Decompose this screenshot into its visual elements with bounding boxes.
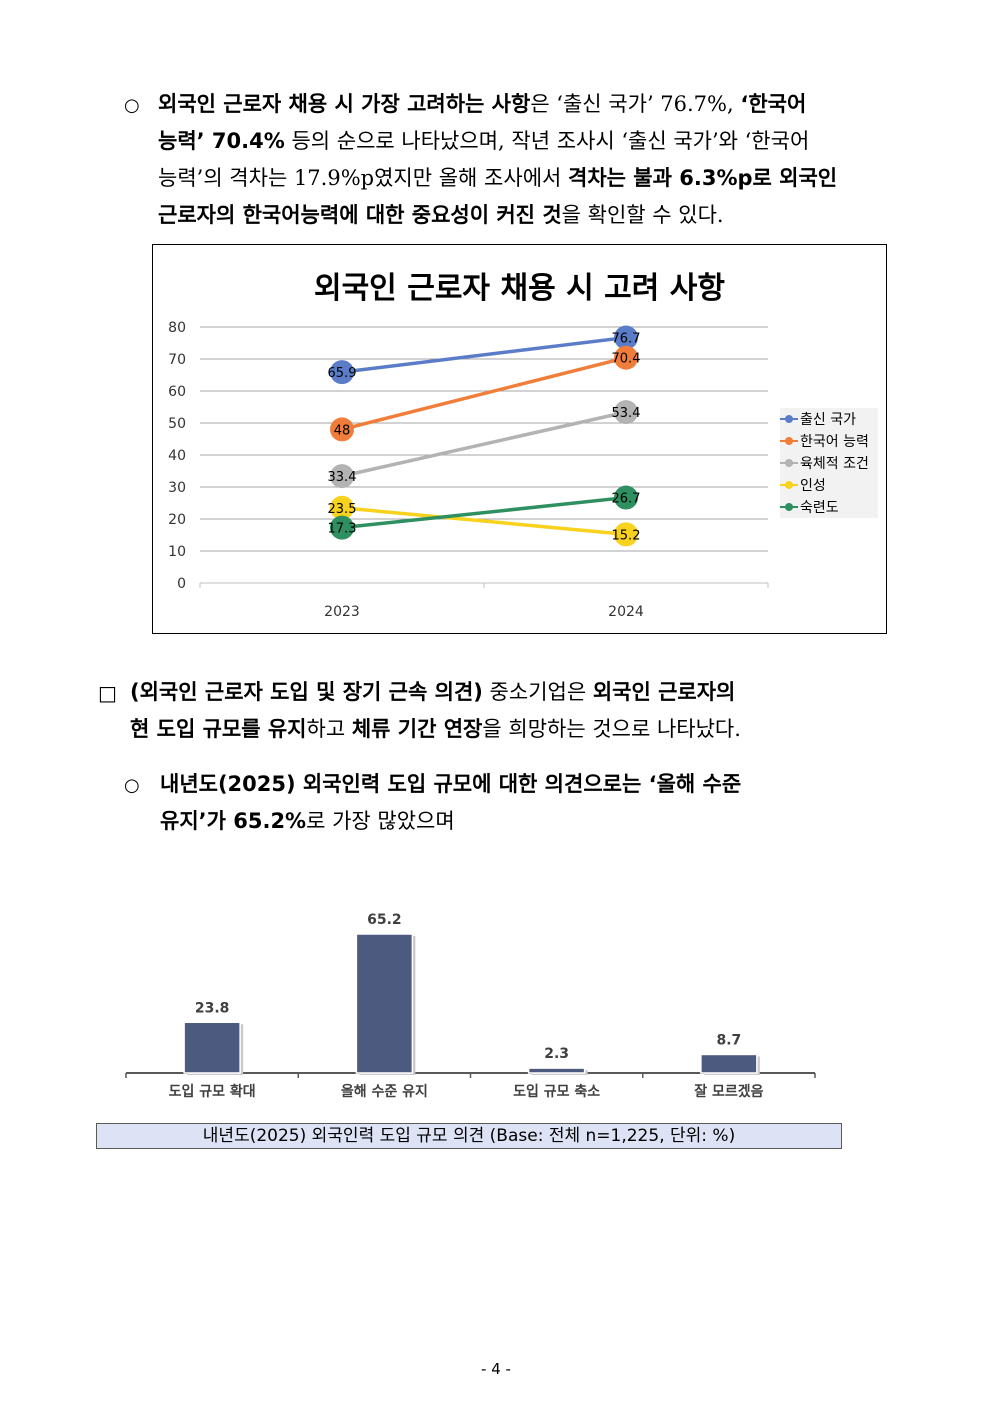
paragraph-1-line-2: 능력’ 70.4% 등의 순으로 나타났으며, 작년 조사시 ‘출신 국가’와 … bbox=[158, 123, 898, 160]
line-chart-frame: 외국인 근로자 채용 시 고려 사항 bbox=[152, 244, 887, 634]
text: 등의 순으로 나타났으며, 작년 조사시 ‘출신 국가’와 ‘한국어 bbox=[284, 129, 810, 153]
text: 능력’의 격차는 17.9%p였지만 올해 조사에서 bbox=[158, 166, 569, 190]
bold-text: 내년도(2025) 외국인력 도입 규모에 대한 의견으로는 ‘올해 수준 bbox=[160, 772, 742, 796]
text: 하고 bbox=[306, 717, 352, 741]
bullet-circle: ○ bbox=[124, 775, 140, 796]
paragraph-2-line-2: 현 도입 규모를 유지하고 체류 기간 연장을 희망하는 것으로 나타났다. bbox=[130, 711, 898, 748]
legend-item: 한국어 능력 bbox=[780, 430, 878, 452]
legend-label: 육체적 조건 bbox=[800, 456, 869, 472]
text: 은 ‘출신 국가’ 76.7%, bbox=[530, 92, 741, 116]
bar-shadow bbox=[359, 936, 416, 1075]
legend-swatch bbox=[780, 502, 798, 512]
bar-shadow bbox=[187, 1024, 244, 1075]
bar-shadow bbox=[531, 1070, 588, 1075]
text: 로 가장 많았으며 bbox=[306, 809, 455, 833]
bar-shadow bbox=[703, 1056, 760, 1075]
bar bbox=[183, 1021, 241, 1074]
paragraph-3: 내년도(2025) 외국인력 도입 규모에 대한 의견으로는 ‘올해 수준 유지… bbox=[160, 766, 898, 840]
data-label: 23.8 bbox=[195, 1000, 230, 1016]
legend-label: 숙련도 bbox=[800, 500, 839, 516]
bold-text: 체류 기간 연장 bbox=[351, 717, 483, 741]
legend-item: 숙련도 bbox=[780, 496, 878, 518]
bar bbox=[355, 933, 414, 1074]
text: 을 확인할 수 있다. bbox=[561, 203, 724, 227]
paragraph-3-line-1: 내년도(2025) 외국인력 도입 규모에 대한 의견으로는 ‘올해 수준 bbox=[160, 766, 898, 803]
bar-chart-caption: 내년도(2025) 외국인력 도입 규모 의견 (Base: 전체 n=1,22… bbox=[96, 1123, 842, 1149]
paragraph-1-line-1: 외국인 근로자 채용 시 가장 고려하는 사항은 ‘출신 국가’ 76.7%, … bbox=[158, 86, 898, 123]
bold-text: 근로자의 한국어능력에 대한 중요성이 커진 것 bbox=[158, 203, 562, 227]
bullet-circle: ○ bbox=[124, 95, 140, 116]
legend-item: 육체적 조건 bbox=[780, 452, 878, 474]
bold-text: 능력’ 70.4% bbox=[158, 129, 285, 153]
data-label: 8.7 bbox=[716, 1032, 741, 1048]
legend-label: 한국어 능력 bbox=[800, 434, 869, 450]
paragraph-1-line-3: 능력’의 격차는 17.9%p였지만 올해 조사에서 격차는 불과 6.3%p로… bbox=[158, 160, 898, 197]
text: 을 희망하는 것으로 나타났다. bbox=[482, 717, 741, 741]
legend-swatch bbox=[780, 480, 798, 490]
bold-text: 외국인 근로자 채용 시 가장 고려하는 사항 bbox=[158, 92, 531, 116]
bold-text: (외국인 근로자 도입 및 장기 근속 의견) bbox=[130, 680, 483, 704]
text: 중소기업은 bbox=[482, 680, 593, 704]
data-label: 65.2 bbox=[367, 912, 402, 928]
chart-title: 외국인 근로자 채용 시 고려 사항 bbox=[313, 271, 726, 306]
category-label: 도입 규모 축소 bbox=[513, 1084, 600, 1100]
legend-item: 출신 국가 bbox=[780, 408, 878, 430]
paragraph-2: (외국인 근로자 도입 및 장기 근속 의견) 중소기업은 외국인 근로자의 현… bbox=[130, 674, 898, 748]
bullet-square: □ bbox=[98, 681, 117, 705]
legend-swatch bbox=[780, 414, 798, 424]
legend-label: 출신 국가 bbox=[800, 412, 856, 428]
category-label: 올해 수준 유지 bbox=[341, 1083, 428, 1100]
bold-text: 격차는 불과 6.3%p로 외국인 bbox=[568, 166, 838, 190]
bold-text: 현 도입 규모를 유지 bbox=[130, 717, 307, 741]
bar bbox=[700, 1053, 758, 1074]
bold-text: ‘한국어 bbox=[740, 92, 807, 116]
paragraph-1-line-4: 근로자의 한국어능력에 대한 중요성이 커진 것을 확인할 수 있다. bbox=[158, 197, 898, 234]
bar bbox=[527, 1067, 586, 1074]
bold-text: 외국인 근로자의 bbox=[592, 680, 736, 704]
category-label: 도입 규모 확대 bbox=[169, 1083, 256, 1100]
legend-label: 인성 bbox=[800, 478, 826, 494]
data-label: 2.3 bbox=[544, 1046, 569, 1062]
bold-text: 유지’가 65.2% bbox=[160, 809, 307, 833]
page-number: - 4 - bbox=[481, 1360, 511, 1378]
legend-swatch bbox=[780, 458, 798, 468]
legend-swatch bbox=[780, 436, 798, 446]
paragraph-1: 외국인 근로자 채용 시 가장 고려하는 사항은 ‘출신 국가’ 76.7%, … bbox=[158, 86, 898, 234]
paragraph-2-line-1: (외국인 근로자 도입 및 장기 근속 의견) 중소기업은 외국인 근로자의 bbox=[130, 674, 898, 711]
paragraph-3-line-2: 유지’가 65.2%로 가장 많았으며 bbox=[160, 803, 898, 840]
legend-item: 인성 bbox=[780, 474, 878, 496]
category-label: 잘 모르겠음 bbox=[694, 1083, 763, 1100]
